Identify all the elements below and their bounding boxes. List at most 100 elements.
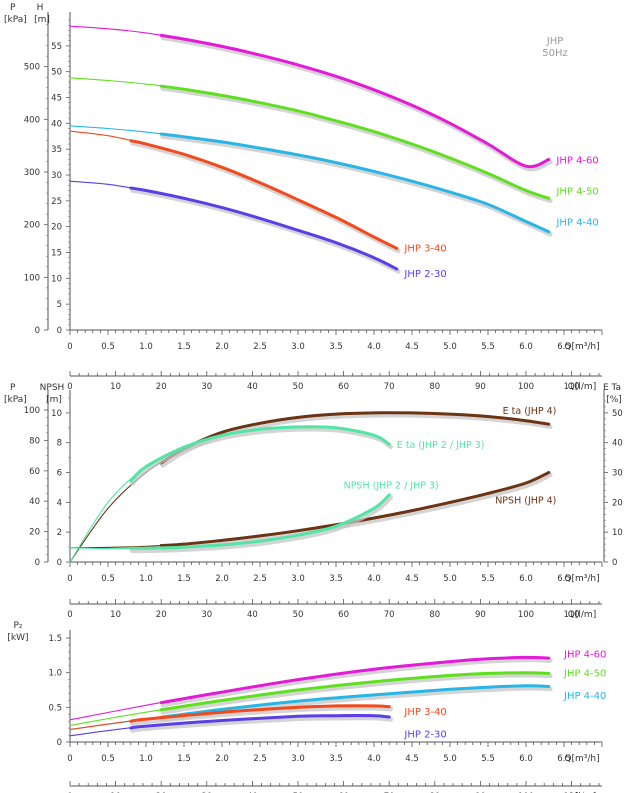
- curve-highlight: [159, 655, 551, 705]
- x-tick-label: 2.0: [215, 754, 229, 764]
- secondary-y-tick-label: 100: [24, 406, 40, 416]
- x-tick-label: 1.5: [177, 754, 191, 764]
- x2-tick-label: 10: [110, 610, 121, 620]
- y-tick-label: 5: [57, 300, 62, 310]
- x2-tick-label: 20: [156, 382, 167, 392]
- x-tick-label: 3.0: [291, 574, 305, 584]
- x-tick-label: 4.0: [367, 754, 381, 764]
- y-tick-label: 2: [57, 528, 62, 538]
- secondary-y-tick-label: 100: [24, 273, 40, 283]
- series-label: E ta (JHP 4): [503, 406, 557, 417]
- y-tick-label: 8: [57, 439, 62, 449]
- right-axis-symbol: E Ta: [603, 383, 621, 393]
- y-tick-label: 4: [57, 498, 62, 508]
- y-tick-label: 35: [51, 145, 62, 155]
- x2-tick-label: 0: [67, 382, 72, 392]
- y-tick-label: 20: [51, 223, 62, 233]
- y-axis-unit: [kW]: [7, 633, 28, 643]
- x-tick-label: 3.5: [329, 754, 343, 764]
- series-label: JHP 4-40: [555, 218, 598, 229]
- y-tick-label: 0: [57, 558, 62, 568]
- secondary-y-tick-label: 300: [24, 168, 40, 178]
- series-label: JHP 3-40: [403, 707, 446, 718]
- curve-shadow: [130, 715, 393, 733]
- x-tick-label: 1.0: [139, 574, 153, 584]
- series-label: JHP 4-50: [555, 187, 598, 198]
- x-tick-label: 3.5: [329, 342, 343, 352]
- x-axis-unit: Q[m³/h]: [564, 754, 599, 764]
- y-tick-label: 10: [51, 409, 62, 419]
- annotation-frequency: 50Hz: [542, 48, 568, 59]
- secondary-axis-symbol: P: [10, 3, 16, 13]
- y-tick-label: 0.5: [48, 703, 62, 713]
- x-tick-label: 2.0: [215, 574, 229, 584]
- secondary-axis-symbol: P: [10, 383, 16, 393]
- curve-line: [69, 412, 550, 563]
- x2-axis-unit: Q[l/m]: [568, 382, 596, 392]
- curve-shadow: [160, 672, 553, 715]
- curve-shadow: [130, 706, 393, 726]
- secondary-y-tick-label: 0: [35, 326, 40, 336]
- x2-tick-label: 100: [518, 610, 534, 620]
- x-tick-label: 1.5: [177, 342, 191, 352]
- x2-tick-label: 60: [338, 610, 349, 620]
- series-label: JHP 4-50: [563, 669, 606, 680]
- x-tick-label: 0: [67, 754, 72, 764]
- right-y-tick-label: 50: [612, 409, 623, 419]
- series-jhp-4-50: JHP 4-50: [69, 77, 599, 204]
- series-e-ta-jhp-2-jhp-3: E ta (JHP 2 / JHP 3): [69, 425, 485, 563]
- chart-panel-3: 0 0.5 1.0 1.5 P₂ [kW] 0 0.5 1.0 1.5 2.0 2.5 3.0 3.5 4.…: [7, 621, 606, 793]
- x2-tick-label: 40: [247, 382, 258, 392]
- x-tick-label: 3.0: [291, 342, 305, 352]
- x-tick-label: 4.5: [405, 754, 419, 764]
- curve-shadow: [160, 657, 553, 708]
- series-jhp-4-60: JHP 4-60: [69, 649, 606, 721]
- curve-shadow: [160, 86, 553, 204]
- y-tick-label: 1.5: [48, 634, 62, 644]
- x2-tick-label: 50: [293, 382, 304, 392]
- x-tick-label: 6.5: [557, 342, 571, 352]
- x-tick-label: 1.5: [177, 574, 191, 584]
- secondary-y-tick-label: 20: [29, 528, 40, 538]
- series-jhp-4-40: JHP 4-40: [69, 125, 599, 237]
- series-label: JHP 2-30: [403, 269, 446, 280]
- curve-highlight: [129, 493, 391, 550]
- x2-tick-label: 70: [384, 382, 395, 392]
- x2-tick-label: 60: [338, 382, 349, 392]
- x-tick-label: 4.0: [367, 342, 381, 352]
- x-tick-label: 6.0: [519, 342, 533, 352]
- curve-highlight: [129, 714, 391, 730]
- x2-tick-label: 80: [429, 382, 440, 392]
- x2-tick-label: 70: [384, 610, 395, 620]
- series-label: JHP 4-60: [563, 649, 606, 660]
- x-tick-label: 1.0: [139, 342, 153, 352]
- x-tick-label: 2.5: [253, 342, 267, 352]
- secondary-y-tick-label: 40: [29, 497, 40, 507]
- curve-highlight: [159, 33, 551, 169]
- y-axis-symbol: H: [37, 3, 44, 13]
- curve-shadow: [130, 140, 401, 254]
- secondary-y-tick-label: 0: [35, 558, 40, 568]
- series-label: E ta (JHP 2 / JHP 3): [397, 440, 485, 451]
- x-tick-label: 0: [67, 574, 72, 584]
- curve-highlight: [129, 186, 399, 271]
- curve-highlight: [159, 671, 551, 712]
- secondary-axis-unit: [kPa]: [4, 395, 27, 405]
- x2-tick-label: 20: [156, 610, 167, 620]
- secondary-y-tick-label: 80: [29, 436, 40, 446]
- secondary-y-tick-label: 400: [24, 115, 40, 125]
- y-tick-label: 15: [51, 249, 62, 259]
- secondary-y-tick-label: 60: [29, 467, 40, 477]
- series-label: JHP 4-40: [563, 691, 606, 702]
- x-tick-label: 3.5: [329, 574, 343, 584]
- curve-highlight: [159, 84, 551, 200]
- right-axis-unit: [%]: [606, 395, 622, 405]
- x-tick-label: 0.5: [101, 342, 115, 352]
- right-y-tick-label: 20: [612, 498, 623, 508]
- series-npsh-jhp-2-jhp-3: NPSH (JHP 2 / JHP 3): [69, 480, 439, 554]
- x-tick-label: 5.5: [481, 574, 495, 584]
- y-tick-label: 25: [51, 197, 62, 207]
- curve-shadow: [160, 35, 553, 172]
- curve-shadow: [160, 472, 553, 551]
